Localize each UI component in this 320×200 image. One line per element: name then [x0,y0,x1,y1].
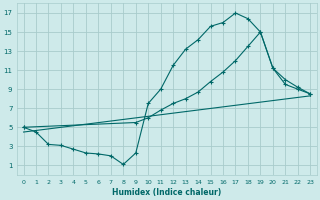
X-axis label: Humidex (Indice chaleur): Humidex (Indice chaleur) [112,188,221,197]
